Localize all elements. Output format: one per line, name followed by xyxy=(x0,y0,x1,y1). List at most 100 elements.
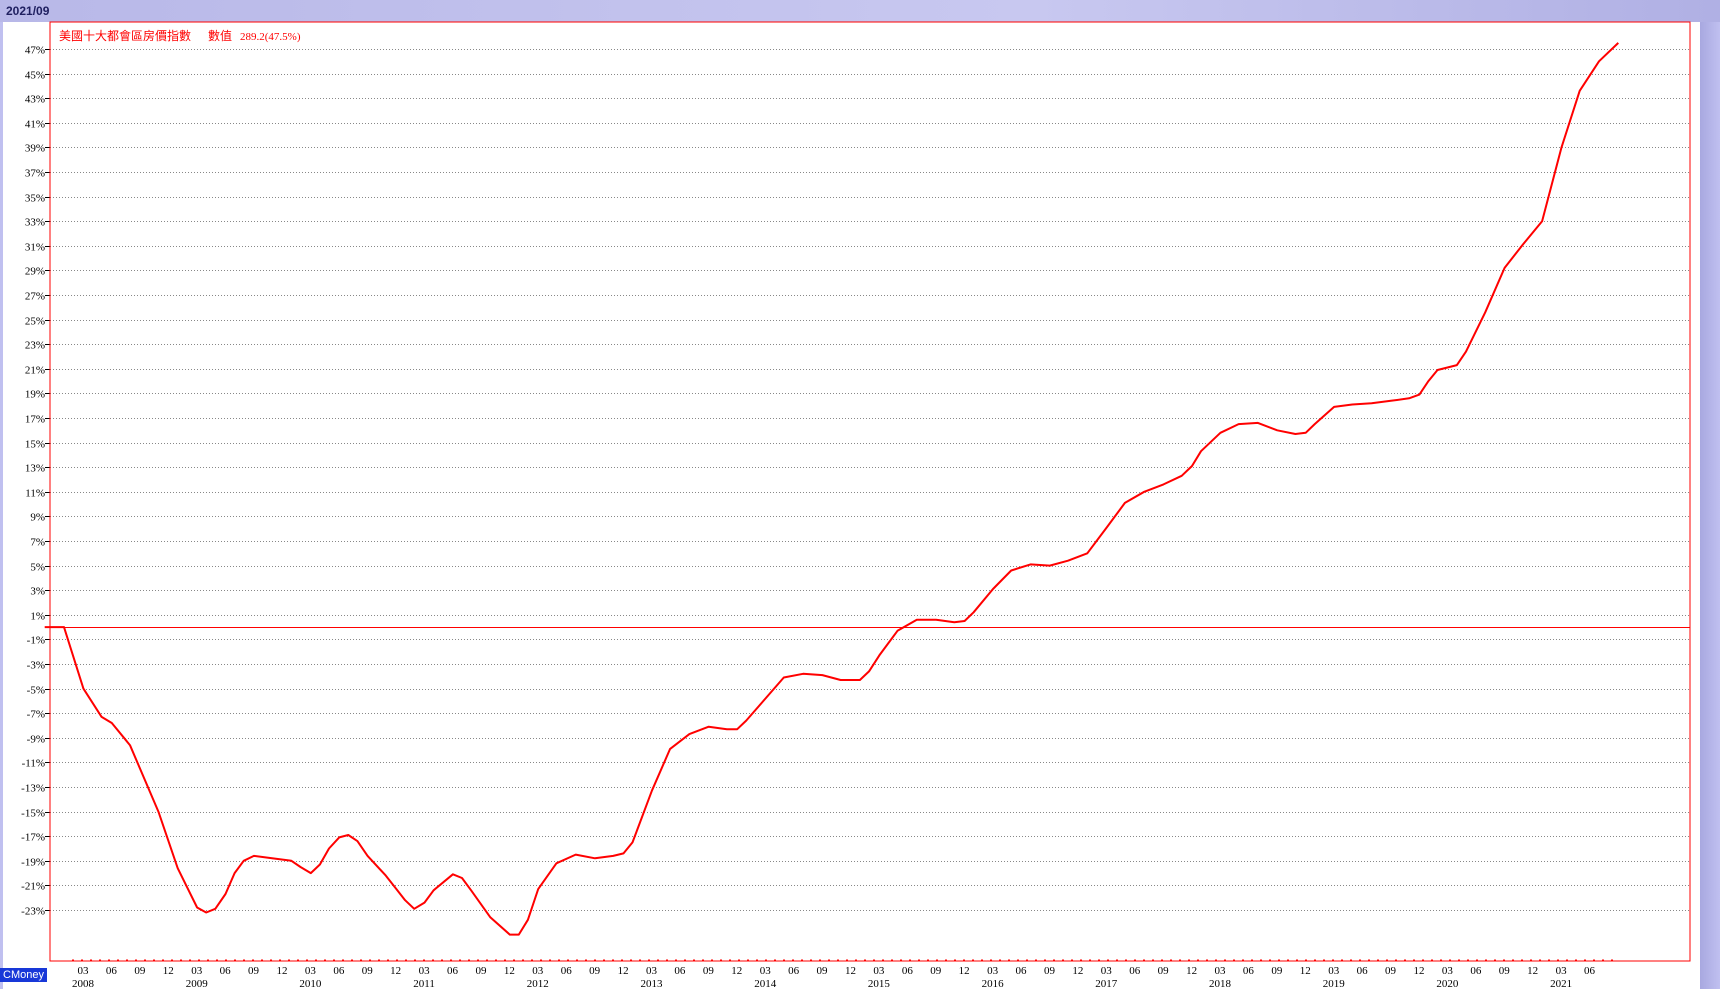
y-tick-label: 47% xyxy=(25,45,45,57)
period-label: 2021/09 xyxy=(6,4,50,18)
y-tick-label: 31% xyxy=(25,242,45,254)
x-month-label: 09 xyxy=(817,965,829,977)
y-tick-label: -7% xyxy=(27,709,45,721)
top-bar: 2021/09 xyxy=(0,0,1720,22)
x-month-label: 03 xyxy=(532,965,544,977)
series-line xyxy=(44,42,1619,936)
x-month-label: 06 xyxy=(1129,965,1141,977)
y-tick-label: -1% xyxy=(27,635,45,647)
y-tick-label: 23% xyxy=(25,340,45,352)
x-month-label: 06 xyxy=(220,965,232,977)
x-year-label: 2015 xyxy=(868,978,891,989)
y-tick-label: -9% xyxy=(27,734,45,746)
y-tick-label: 1% xyxy=(30,611,45,623)
x-month-label: 06 xyxy=(674,965,686,977)
x-month-label: 12 xyxy=(1413,965,1424,977)
cmoney-logo: CMoney xyxy=(0,968,47,982)
y-axis-ticks: 47% 45% 43% 41% 39% 37% 35% 33% 31% 29% 27% 25% 23% 2… xyxy=(21,45,50,918)
x-year-label: 2017 xyxy=(1095,978,1118,989)
x-month-label: 03 xyxy=(987,965,999,977)
y-tick-label: 9% xyxy=(30,512,45,524)
y-tick-label: -11% xyxy=(22,758,45,770)
x-year-label: 2019 xyxy=(1323,978,1346,989)
y-tick-label: -15% xyxy=(21,808,45,820)
x-month-label: 03 xyxy=(305,965,317,977)
x-month-label: 09 xyxy=(1499,965,1511,977)
legend-value-label: 數值 xyxy=(208,28,232,43)
x-month-label: 09 xyxy=(248,965,260,977)
x-month-label: 06 xyxy=(1016,965,1028,977)
x-month-label: 06 xyxy=(1357,965,1369,977)
y-tick-label: 41% xyxy=(25,119,45,131)
x-month-label: 09 xyxy=(134,965,146,977)
x-month-label: 03 xyxy=(1442,965,1454,977)
x-month-label: 03 xyxy=(1328,965,1340,977)
x-month-label: 06 xyxy=(1243,965,1255,977)
x-month-label: 12 xyxy=(731,965,742,977)
y-tick-label: -21% xyxy=(21,881,45,893)
y-tick-label: 39% xyxy=(25,143,45,155)
x-month-label: 12 xyxy=(276,965,287,977)
right-scroll-strip xyxy=(1700,22,1720,989)
x-year-label: 2013 xyxy=(641,978,664,989)
y-tick-label: 21% xyxy=(25,365,45,377)
x-month-label: 09 xyxy=(703,965,715,977)
x-month-label: 03 xyxy=(191,965,203,977)
x-month-label: 03 xyxy=(78,965,90,977)
grid-layer xyxy=(50,49,1690,911)
x-year-label: 2020 xyxy=(1436,978,1459,989)
x-month-label: 06 xyxy=(333,965,345,977)
legend-value: 289.2(47.5%) xyxy=(240,31,301,43)
x-month-label: 09 xyxy=(1271,965,1283,977)
y-tick-label: 29% xyxy=(25,266,45,278)
x-month-label: 12 xyxy=(618,965,629,977)
x-month-label: 12 xyxy=(1186,965,1197,977)
x-axis-ticks: 03 06 09 12 03 06 09 12 03 06 09 12 03 06 09 12 03 06 09 12… xyxy=(72,959,1620,989)
x-month-label: 06 xyxy=(902,965,914,977)
x-year-label: 2016 xyxy=(982,978,1005,989)
y-tick-label: 5% xyxy=(30,562,45,574)
x-month-label: 06 xyxy=(1584,965,1596,977)
x-year-label: 2012 xyxy=(527,978,549,989)
x-month-label: 12 xyxy=(845,965,856,977)
y-tick-label: -3% xyxy=(27,660,45,672)
plot-frame xyxy=(49,21,1691,962)
x-month-label: 12 xyxy=(1527,965,1538,977)
x-month-label: 03 xyxy=(419,965,431,977)
y-tick-label: 37% xyxy=(25,168,45,180)
y-tick-label: -5% xyxy=(27,685,45,697)
y-tick-label: 33% xyxy=(25,217,45,229)
x-year-label: 2010 xyxy=(299,978,322,989)
x-month-label: 06 xyxy=(1470,965,1482,977)
y-tick-label: 45% xyxy=(25,70,45,82)
y-tick-label: 17% xyxy=(25,414,45,426)
x-month-label: 12 xyxy=(163,965,174,977)
y-tick-label: -19% xyxy=(21,857,45,869)
x-month-label: 03 xyxy=(1556,965,1568,977)
y-tick-label: 7% xyxy=(30,537,45,549)
legend-title: 美國十大都會區房價指數 xyxy=(59,28,191,43)
x-month-label: 12 xyxy=(959,965,970,977)
x-year-label: 2014 xyxy=(754,978,777,989)
y-tick-label: 25% xyxy=(25,316,45,328)
x-month-label: 09 xyxy=(1158,965,1170,977)
x-month-label: 03 xyxy=(760,965,772,977)
x-month-label: 06 xyxy=(447,965,459,977)
x-month-label: 09 xyxy=(930,965,942,977)
y-tick-label: 3% xyxy=(30,586,45,598)
x-month-label: 12 xyxy=(1072,965,1083,977)
y-tick-label: 27% xyxy=(25,291,45,303)
x-year-label: 2011 xyxy=(413,978,435,989)
x-month-label: 06 xyxy=(106,965,118,977)
y-tick-label: 19% xyxy=(25,389,45,401)
y-tick-label: -23% xyxy=(21,906,45,918)
y-tick-label: 35% xyxy=(25,193,45,205)
x-month-label: 09 xyxy=(362,965,374,977)
x-month-label: 12 xyxy=(504,965,515,977)
y-tick-label: -13% xyxy=(21,783,45,795)
x-month-label: 03 xyxy=(873,965,885,977)
x-year-label: 2009 xyxy=(186,978,209,989)
x-year-label: 2018 xyxy=(1209,978,1232,989)
x-month-label: 03 xyxy=(1215,965,1227,977)
y-tick-label: 43% xyxy=(25,94,45,106)
